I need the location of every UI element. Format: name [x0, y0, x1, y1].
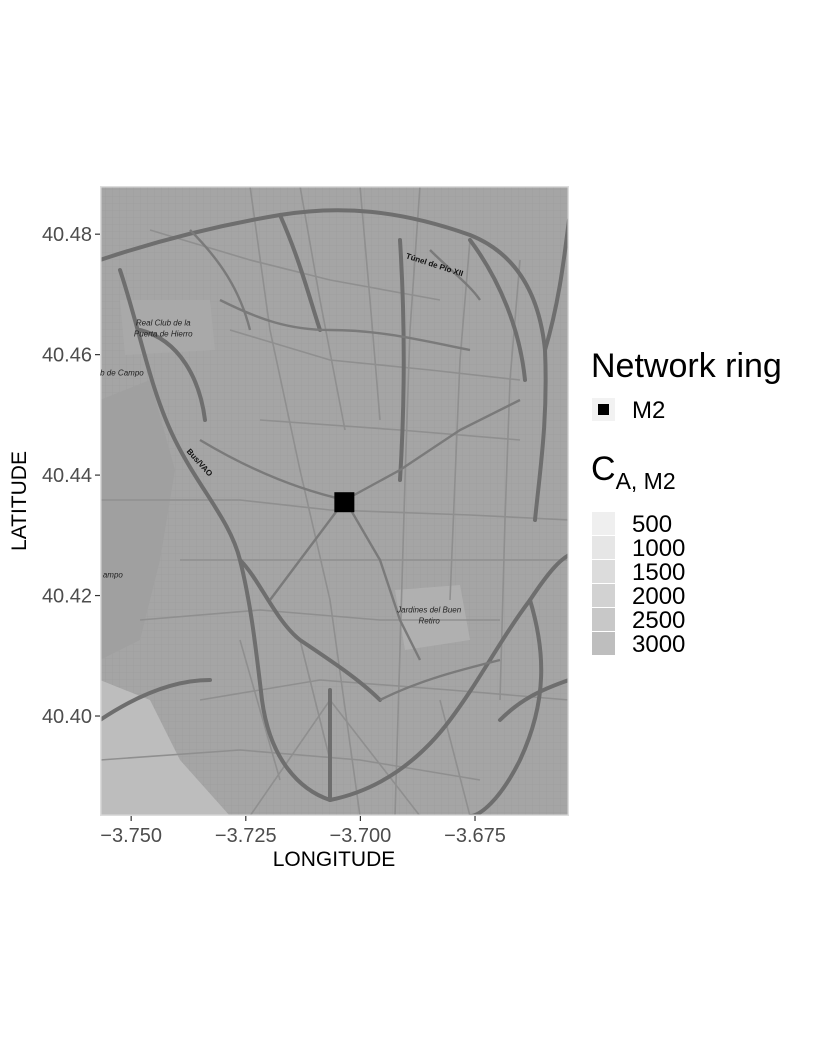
minor-streets: [100, 186, 569, 816]
y-axis-title: LATITUDE: [8, 451, 31, 551]
legend-title-ca-sub: A, M2: [616, 468, 676, 494]
park-area: [100, 680, 230, 816]
legend-label-ca: 1000: [632, 535, 685, 562]
secondary-roads: [189, 229, 521, 702]
legend-key-ca: [592, 560, 615, 583]
legend-key-ca: [592, 584, 615, 607]
legend-label-ca: 2500: [632, 607, 685, 634]
x-tick-label: −3.700: [330, 825, 392, 847]
park-area: [395, 585, 470, 650]
x-axis: −3.750 −3.725 −3.700 −3.675: [100, 816, 506, 847]
y-tick-label: 40.40: [42, 706, 92, 728]
y-tick-label: 40.42: [42, 586, 92, 608]
major-roads: [100, 208, 569, 816]
y-tick-label: 40.46: [42, 345, 92, 367]
legend-key-m2: [598, 404, 609, 415]
legend-title-ca-main: C: [591, 450, 616, 488]
legend-key-ca: [592, 512, 615, 535]
x-tick-label: −3.750: [100, 825, 162, 847]
map-label: Puerta de Hierro: [134, 330, 193, 339]
legend-key-ca: [592, 608, 615, 631]
y-tick-label: 40.48: [42, 224, 92, 246]
legend-label-ca: 500: [632, 511, 672, 538]
legend-title-network-ring: Network ring: [591, 347, 782, 385]
legend-label-m2: M2: [632, 397, 665, 424]
park-area: [100, 380, 175, 660]
x-tick-label: −3.675: [444, 825, 506, 847]
legend-network-ring: Network ring M2: [591, 347, 782, 424]
point-m2: [334, 492, 355, 513]
x-tick-label: −3.725: [215, 825, 277, 847]
legend-label-ca: 2000: [632, 583, 685, 610]
x-axis-title: LONGITUDE: [273, 848, 396, 871]
y-axis: 40.40 40.42 40.44 40.46 40.48: [42, 224, 100, 728]
park-area: [120, 300, 215, 355]
legend-key-ca: [592, 536, 615, 559]
map-label: ub de Campo: [96, 369, 145, 378]
map-label: Retiro: [418, 616, 440, 625]
legend-label-ca: 3000: [632, 631, 685, 658]
legend-label-ca: 1500: [632, 559, 685, 586]
map-label: Jardines del Buen: [396, 605, 462, 614]
y-tick-label: 40.44: [42, 465, 92, 487]
data-points: [334, 492, 355, 513]
map-label: ampo: [103, 570, 124, 579]
legend-key-ca: [592, 632, 615, 655]
legend-title-ca: CA, M2: [591, 450, 676, 494]
map-label: Real Club de la: [136, 319, 191, 328]
